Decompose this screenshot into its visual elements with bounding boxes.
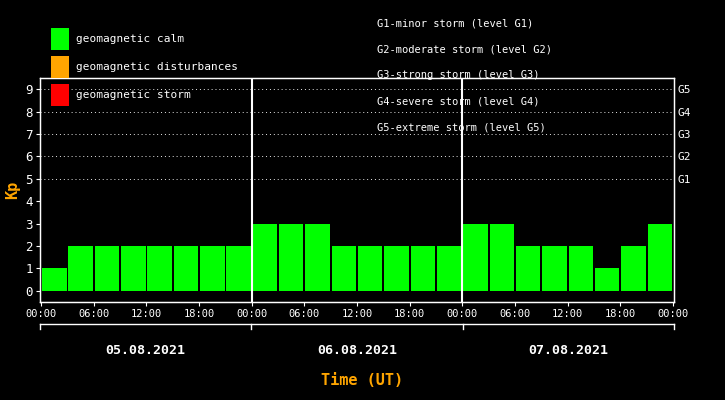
Text: geomagnetic calm: geomagnetic calm [76,34,184,44]
Text: geomagnetic storm: geomagnetic storm [76,90,191,100]
Bar [621,246,646,291]
Bar [147,246,172,291]
Bar [384,246,409,291]
Text: geomagnetic disturbances: geomagnetic disturbances [76,62,238,72]
Bar [331,246,356,291]
Bar [358,246,383,291]
Bar [516,246,540,291]
Text: G5-extreme storm (level G5): G5-extreme storm (level G5) [377,122,546,132]
Y-axis label: Kp: Kp [5,181,20,199]
Bar [200,246,225,291]
Text: G1-minor storm (level G1): G1-minor storm (level G1) [377,18,534,28]
Bar [42,268,67,291]
Bar [410,246,435,291]
Bar [174,246,198,291]
Text: 06.08.2021: 06.08.2021 [317,344,397,357]
Bar [279,224,304,291]
Bar [68,246,93,291]
Text: Time (UT): Time (UT) [321,373,404,388]
Text: 07.08.2021: 07.08.2021 [529,344,608,357]
Text: G3-strong storm (level G3): G3-strong storm (level G3) [377,70,539,80]
Bar [568,246,593,291]
Text: G4-severe storm (level G4): G4-severe storm (level G4) [377,96,539,106]
Bar [226,246,251,291]
Bar [253,224,277,291]
Bar [305,224,330,291]
Bar [121,246,146,291]
Bar [95,246,119,291]
Bar [437,246,461,291]
Bar [647,224,672,291]
Bar [463,224,488,291]
Bar [489,224,514,291]
Text: G2-moderate storm (level G2): G2-moderate storm (level G2) [377,44,552,54]
Bar [542,246,567,291]
Text: 05.08.2021: 05.08.2021 [106,344,186,357]
Bar [595,268,619,291]
